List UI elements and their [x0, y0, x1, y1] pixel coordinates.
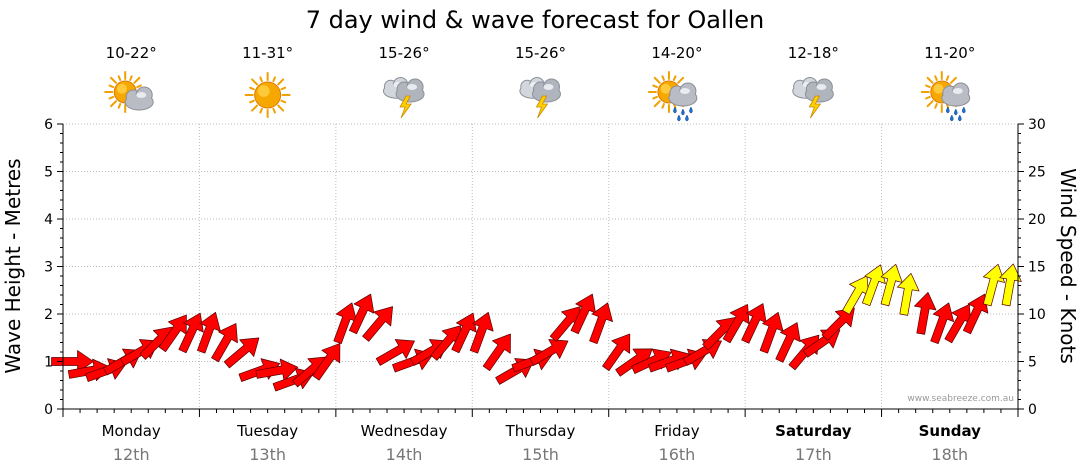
wind-arrow [880, 263, 903, 307]
wind-arrow [197, 311, 221, 354]
day-temperature: 14-20° [651, 44, 702, 62]
wind-arrow [255, 358, 299, 382]
x-axis-day-ticks: Monday 12th Tuesday 13th Wednesday 14th Thursd… [62, 409, 1019, 464]
left-y-axis-ticks: 0 1 2 3 4 5 6 [44, 117, 63, 418]
sun-showers-icon [920, 71, 971, 122]
day-temperature: 12-18° [788, 44, 839, 62]
right-axis-title: Wind Speed - Knots [1056, 168, 1080, 364]
day-date-label: 17th [795, 445, 832, 464]
wind-arrow [348, 293, 375, 335]
wind-arrow [469, 311, 494, 354]
right-tick-label: 20 [1028, 212, 1046, 228]
day-temperature: 15-26° [379, 44, 430, 62]
plot-area [51, 123, 1022, 410]
wind-arrow [759, 311, 784, 354]
day-name-label: Saturday [775, 422, 852, 440]
day-temperature: 15-26° [515, 44, 566, 62]
wind-arrow [362, 306, 393, 342]
right-tick-label: 30 [1028, 117, 1046, 133]
left-tick-label: 1 [44, 355, 53, 371]
day-date-label: 15th [522, 445, 559, 464]
wind-arrow [914, 291, 937, 335]
thunderstorm-icon [519, 77, 561, 119]
wind-arrow [51, 350, 94, 373]
wind-arrow [862, 264, 886, 307]
day-date-label: 14th [386, 445, 423, 464]
wind-arrow [741, 303, 767, 344]
wind-arrow [223, 337, 260, 369]
wind-arrow [589, 302, 613, 345]
credit-text: www.seabreeze.com.au [907, 394, 1014, 404]
day-temperature: 11-20° [924, 44, 975, 62]
right-y-axis-ticks: 0 5 10 15 20 25 30 [1018, 117, 1046, 418]
day-name-label: Wednesday [361, 422, 448, 440]
day-name-label: Monday [102, 422, 161, 440]
wind-arrow [982, 263, 1005, 307]
right-tick-label: 10 [1028, 307, 1046, 323]
daily-forecast-row: 10-22° 11-31° 15-26° 15-26° 14-20° 12-18° 11-2… [104, 44, 975, 122]
wind-arrow [930, 302, 955, 345]
wind-arrow [897, 272, 920, 316]
day-date-label: 16th [659, 445, 696, 464]
wind-arrow [529, 339, 569, 366]
partly-cloudy-icon [104, 71, 154, 113]
right-tick-label: 0 [1028, 402, 1037, 418]
wind-arrow [482, 333, 511, 372]
sunny-icon [244, 72, 291, 118]
right-tick-label: 25 [1028, 165, 1046, 181]
left-tick-label: 3 [44, 260, 53, 276]
wind-arrow [211, 323, 238, 363]
right-tick-label: 15 [1028, 260, 1046, 276]
wind-arrow [821, 307, 855, 341]
left-tick-label: 5 [44, 165, 53, 181]
wind-arrow [158, 314, 187, 353]
left-axis-title: Wave Height - Metres [1, 158, 25, 373]
day-date-label: 12th [113, 445, 150, 464]
day-name-label: Tuesday [236, 422, 298, 440]
day-name-label: Thursday [505, 422, 576, 440]
left-tick-label: 4 [44, 212, 53, 228]
day-date-label: 18th [931, 445, 968, 464]
thunderstorm-icon [792, 77, 834, 119]
wind-arrow [842, 275, 869, 315]
left-tick-label: 0 [44, 402, 53, 418]
wind-arrow [944, 304, 972, 344]
wind-arrow [570, 293, 596, 335]
left-tick-label: 6 [44, 117, 53, 133]
day-name-label: Sunday [919, 422, 982, 440]
wind-arrow [775, 322, 801, 363]
wind-arrow [333, 302, 358, 345]
gridlines [63, 123, 1018, 409]
wind-arrow [375, 339, 415, 366]
day-name-label: Friday [654, 422, 700, 440]
wind-arrow [602, 333, 631, 372]
wind-arrow [999, 263, 1022, 307]
thunderstorm-icon [382, 77, 425, 119]
day-date-label: 13th [249, 445, 286, 464]
day-temperature: 11-31° [242, 44, 293, 62]
chart-title: 7 day wind & wave forecast for Oallen [306, 6, 765, 34]
wind-arrows [51, 263, 1022, 392]
right-tick-label: 5 [1028, 355, 1037, 371]
sun-showers-icon [647, 71, 698, 122]
wind-arrow [312, 343, 341, 381]
day-temperature: 10-22° [106, 44, 157, 62]
left-tick-label: 2 [44, 307, 53, 323]
